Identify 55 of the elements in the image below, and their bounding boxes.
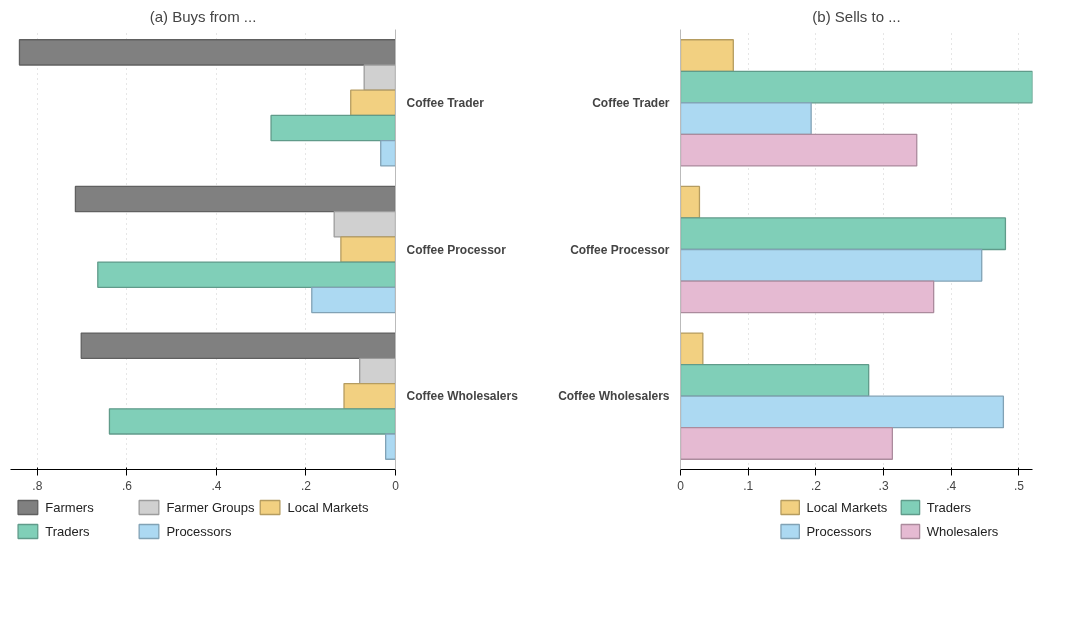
- bar: [343, 382, 396, 410]
- bar: [680, 363, 870, 397]
- bar: [680, 280, 935, 314]
- x-tick-label: 0: [677, 478, 685, 493]
- x-tick-label: .6: [121, 478, 133, 493]
- y-tick-label: Coffee Wholesalers: [406, 389, 519, 404]
- bar: [385, 433, 396, 460]
- x-tick-label: .5: [1013, 478, 1025, 493]
- bar: [680, 427, 894, 460]
- bar: [359, 357, 396, 385]
- legend-label: Traders: [926, 500, 972, 515]
- bar: [680, 70, 1033, 104]
- bar: [270, 114, 396, 142]
- bar: [363, 64, 396, 91]
- bar: [97, 261, 396, 288]
- bar: [680, 133, 918, 167]
- bar: [680, 248, 983, 282]
- legend-label: Traders: [45, 524, 91, 539]
- bar: [680, 332, 704, 366]
- bar: [80, 332, 396, 359]
- bar: [340, 236, 396, 263]
- bar: [680, 395, 1005, 429]
- legend-label: Processors: [166, 524, 232, 539]
- bar: [350, 89, 396, 117]
- legend-label: Local Markets: [806, 500, 888, 515]
- x-tick-label: .8: [32, 478, 43, 493]
- legend-label: Processors: [806, 524, 872, 539]
- bar: [333, 211, 396, 238]
- chart-title: (b) Sells to ...: [812, 7, 901, 25]
- bar: [380, 140, 396, 167]
- legend-label: Local Markets: [287, 500, 369, 515]
- bar: [680, 39, 734, 72]
- legend-label: Farmer Groups: [166, 500, 256, 515]
- bar: [680, 102, 812, 136]
- x-tick-label: 0: [392, 478, 400, 493]
- chart-title: (a) Buys from ...: [149, 7, 257, 25]
- y-tick-label: Coffee Wholesalers: [558, 389, 670, 404]
- bar: [108, 408, 396, 435]
- x-tick-label: .2: [300, 478, 312, 493]
- legend-label: Farmers: [45, 500, 95, 515]
- legend-label: Wholesalers: [926, 524, 999, 539]
- bar: [74, 185, 396, 213]
- x-tick-label: .4: [946, 478, 957, 493]
- y-tick-label: Coffee Processor: [570, 242, 670, 257]
- x-tick-label: .3: [878, 478, 889, 493]
- bar: [680, 185, 701, 219]
- bar: [680, 217, 1007, 251]
- bar: [18, 39, 396, 66]
- x-tick-label: .4: [211, 478, 222, 493]
- bar: [311, 286, 396, 314]
- x-tick-label: .1: [743, 478, 754, 493]
- y-tick-label: Coffee Trader: [406, 95, 485, 110]
- y-tick-label: Coffee Processor: [406, 242, 507, 257]
- y-tick-label: Coffee Trader: [592, 95, 670, 110]
- x-tick-label: .2: [810, 478, 822, 493]
